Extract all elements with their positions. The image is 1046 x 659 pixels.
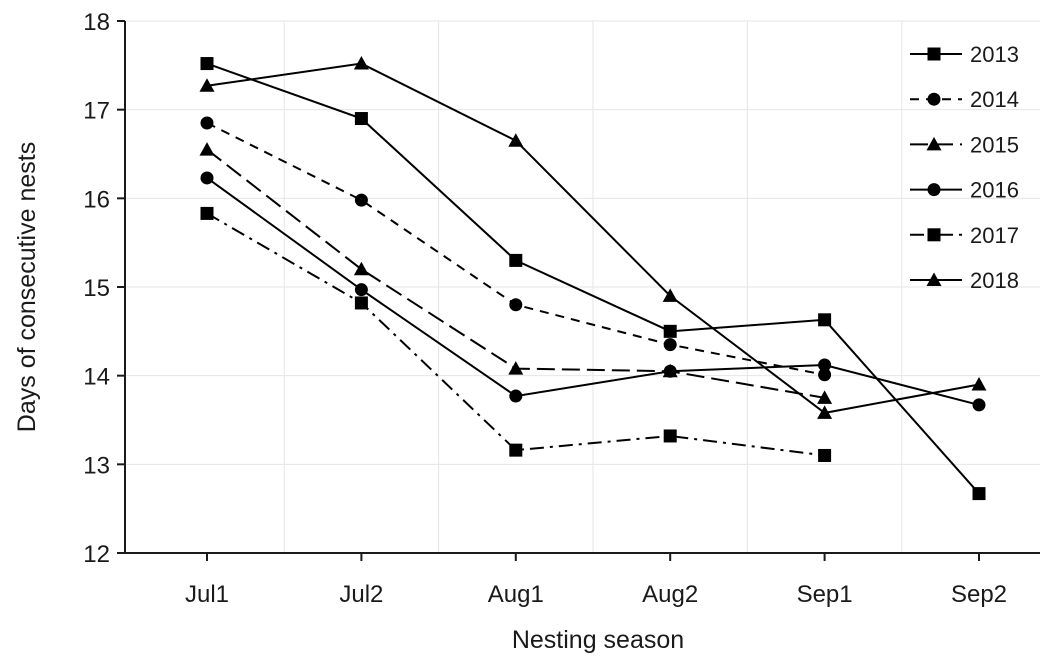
data-point-2016 — [200, 171, 214, 185]
series-2014 — [200, 116, 832, 382]
series-group — [199, 56, 987, 501]
data-point-2013 — [200, 57, 214, 71]
legend-marker — [926, 272, 942, 286]
legend-marker — [927, 92, 941, 106]
data-point-2013 — [354, 112, 368, 126]
data-point-2016 — [972, 398, 986, 412]
legend-item-2018: 2018 — [910, 268, 1019, 293]
series-2017 — [200, 206, 832, 462]
data-point-2018 — [199, 78, 215, 92]
series-2018 — [199, 56, 987, 419]
data-point-2014 — [663, 338, 677, 352]
series-line-2017 — [206, 212, 825, 457]
y-axis-title: Days of consecutive nests — [13, 142, 41, 432]
x-ticks: Jul1 Jul2 Aug1 Aug2 Sep1 Sep2 — [185, 553, 1007, 608]
legend-item-2015: 2015 — [910, 132, 1019, 157]
series-2015 — [199, 142, 833, 404]
data-point-2018 — [662, 288, 678, 302]
legend: 2013 2014 2015 2016 2017 2018 — [910, 42, 1019, 293]
data-point-2013 — [818, 313, 832, 327]
legend-label: 2016 — [970, 178, 1019, 203]
data-point-2017 — [818, 448, 832, 462]
y-tick-label: 17 — [83, 98, 110, 125]
series-2013 — [200, 57, 986, 501]
data-point-2016 — [354, 283, 368, 297]
legend-marker — [927, 47, 941, 61]
y-tick-label: 18 — [83, 9, 110, 36]
y-tick-label: 12 — [83, 541, 110, 568]
data-point-2013 — [972, 487, 986, 501]
legend-label: 2013 — [970, 42, 1019, 67]
data-point-2018 — [353, 56, 369, 70]
series-line-2013 — [206, 62, 980, 495]
x-tick-label: Jul2 — [339, 581, 383, 608]
legend-label: 2017 — [970, 223, 1019, 248]
legend-marker — [927, 183, 941, 197]
grid-lines — [125, 20, 1040, 553]
data-point-2014 — [200, 116, 214, 130]
data-point-2015 — [353, 261, 369, 276]
data-point-2014 — [509, 298, 523, 312]
x-axis-title: Nesting season — [512, 626, 684, 654]
data-point-2014 — [354, 193, 368, 207]
y-tick-label: 13 — [83, 452, 110, 479]
x-tick-label: Jul1 — [185, 581, 229, 608]
data-point-2018 — [971, 377, 987, 391]
x-tick-label: Sep2 — [951, 581, 1007, 608]
y-tick-label: 15 — [83, 275, 110, 302]
data-point-2016 — [663, 364, 677, 378]
legend-label: 2014 — [970, 87, 1019, 112]
legend-marker — [926, 136, 942, 151]
legend-item-2017: 2017 — [910, 223, 1019, 248]
data-point-2018 — [817, 405, 833, 419]
data-point-2016 — [509, 389, 523, 403]
y-ticks: 12 13 14 15 16 17 18 — [83, 9, 125, 568]
data-point-2018 — [508, 133, 524, 147]
data-point-2013 — [663, 324, 677, 338]
legend-item-2016: 2016 — [910, 178, 1019, 203]
legend-label: 2018 — [970, 268, 1019, 293]
data-point-2015 — [817, 390, 833, 404]
y-tick-label: 14 — [83, 364, 110, 391]
data-point-2015 — [199, 142, 215, 156]
y-tick-label: 16 — [83, 186, 110, 213]
data-point-2014 — [818, 368, 832, 382]
x-tick-label: Aug2 — [642, 581, 698, 608]
data-point-2017 — [663, 429, 677, 443]
legend-marker — [927, 228, 941, 242]
data-point-2015 — [508, 361, 524, 375]
legend-label: 2015 — [970, 132, 1019, 157]
data-point-2016 — [818, 358, 832, 372]
data-point-2017 — [200, 206, 214, 220]
series-line-2014 — [206, 122, 825, 376]
data-point-2017 — [354, 296, 368, 310]
series-line-2016 — [206, 177, 980, 406]
series-line-2015 — [206, 148, 825, 399]
legend-item-2014: 2014 — [910, 87, 1019, 112]
data-point-2013 — [509, 253, 523, 267]
legend-item-2013: 2013 — [910, 42, 1019, 67]
series-line-2018 — [206, 62, 980, 414]
x-tick-label: Sep1 — [797, 581, 853, 608]
data-point-2017 — [509, 443, 523, 457]
x-tick-label: Aug1 — [488, 581, 544, 608]
series-2016 — [200, 171, 986, 412]
